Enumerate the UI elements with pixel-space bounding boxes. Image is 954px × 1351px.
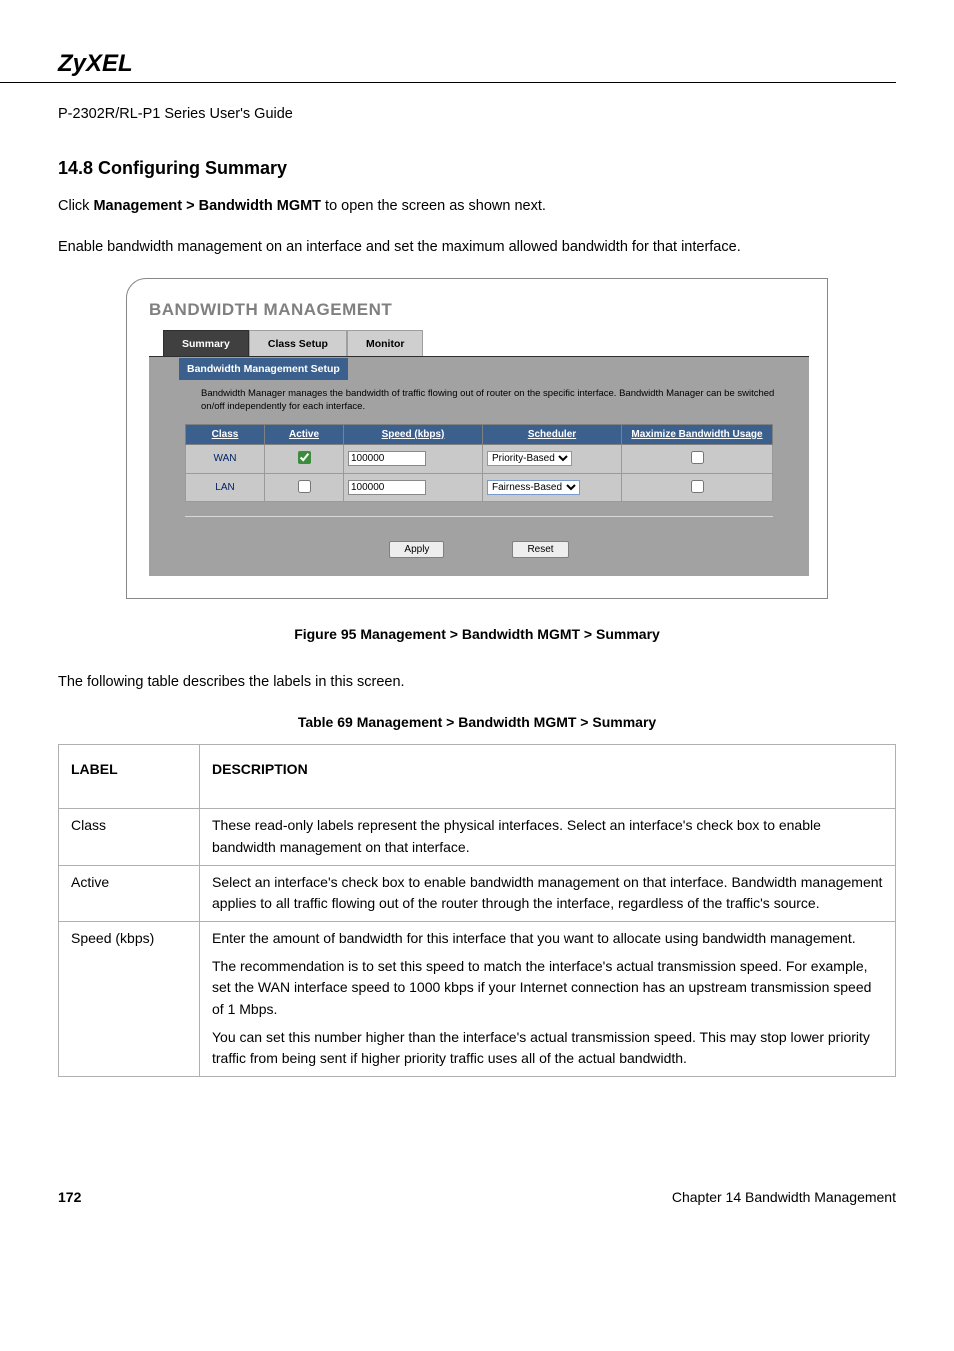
reset-button[interactable]: Reset xyxy=(512,541,568,558)
desc-value: Enter the amount of bandwidth for this i… xyxy=(200,922,896,1077)
tab-monitor[interactable]: Monitor xyxy=(347,330,424,356)
table-row: Class These read-only labels represent t… xyxy=(59,809,896,865)
desc-label: Active xyxy=(59,865,200,921)
chapter-label: Chapter 14 Bandwidth Management xyxy=(672,1187,896,1209)
panel-description: Bandwidth Manager manages the bandwidth … xyxy=(201,388,779,414)
scheduler-select-wan[interactable]: Priority-Based xyxy=(487,451,572,466)
table-caption: Table 69 Management > Bandwidth MGMT > S… xyxy=(58,712,896,734)
table-row: WAN Priority-Based xyxy=(186,445,773,474)
page-title: BANDWIDTH MANAGEMENT xyxy=(149,297,809,323)
figure-caption: Figure 95 Management > Bandwidth MGMT > … xyxy=(58,624,896,646)
scheduler-cell: Fairness-Based xyxy=(483,473,622,502)
section-para-2: Enable bandwidth management on an interf… xyxy=(58,236,896,258)
settings-panel: Bandwidth Management Setup Bandwidth Man… xyxy=(149,356,809,576)
doc-title: P-2302R/RL-P1 Series User's Guide xyxy=(58,103,896,125)
text: Click xyxy=(58,198,93,214)
class-cell: LAN xyxy=(186,473,265,502)
active-checkbox-wan[interactable] xyxy=(298,451,311,464)
maximize-cell xyxy=(622,445,773,474)
text: You can set this number higher than the … xyxy=(212,1027,883,1070)
desc-header-label: LABEL xyxy=(59,744,200,809)
table-row: Speed (kbps) Enter the amount of bandwid… xyxy=(59,922,896,1077)
speed-cell xyxy=(344,445,483,474)
desc-header-description: DESCRIPTION xyxy=(200,744,896,809)
text: The recommendation is to set this speed … xyxy=(212,956,883,1021)
col-class: Class xyxy=(186,424,265,445)
scheduler-select-lan[interactable]: Fairness-Based xyxy=(487,480,580,495)
tab-summary[interactable]: Summary xyxy=(163,330,249,356)
description-table: LABEL DESCRIPTION Class These read-only … xyxy=(58,744,896,1078)
desc-label: Class xyxy=(59,809,200,865)
screenshot: BANDWIDTH MANAGEMENT Summary Class Setup… xyxy=(126,278,828,598)
speed-cell xyxy=(344,473,483,502)
maximize-cell xyxy=(622,473,773,502)
table-intro-para: The following table describes the labels… xyxy=(58,671,896,693)
desc-value: Select an interface's check box to enabl… xyxy=(200,865,896,921)
menu-path: Management > Bandwidth MGMT xyxy=(93,198,321,214)
text: to open the screen as shown next. xyxy=(321,198,546,214)
col-active: Active xyxy=(265,424,344,445)
panel-title: Bandwidth Management Setup xyxy=(179,358,348,380)
maximize-checkbox-lan[interactable] xyxy=(691,480,704,493)
maximize-checkbox-wan[interactable] xyxy=(691,451,704,464)
section-para-1: Click Management > Bandwidth MGMT to ope… xyxy=(58,195,896,217)
active-checkbox-lan[interactable] xyxy=(298,480,311,493)
brand-logo: ZyXEL xyxy=(0,0,896,83)
speed-input-wan[interactable] xyxy=(348,451,426,466)
active-cell xyxy=(265,445,344,474)
text: Enter the amount of bandwidth for this i… xyxy=(212,928,883,950)
speed-input-lan[interactable] xyxy=(348,480,426,495)
page-footer: 172 Chapter 14 Bandwidth Management xyxy=(58,1187,896,1209)
scheduler-cell: Priority-Based xyxy=(483,445,622,474)
class-cell: WAN xyxy=(186,445,265,474)
tab-class-setup[interactable]: Class Setup xyxy=(249,330,347,356)
section-heading: 14.8 Configuring Summary xyxy=(58,155,896,183)
active-cell xyxy=(265,473,344,502)
desc-value: These read-only labels represent the phy… xyxy=(200,809,896,865)
tab-bar: Summary Class Setup Monitor xyxy=(163,330,809,356)
col-scheduler: Scheduler xyxy=(483,424,622,445)
desc-label: Speed (kbps) xyxy=(59,922,200,1077)
table-row: Active Select an interface's check box t… xyxy=(59,865,896,921)
bandwidth-table: Class Active Speed (kbps) Scheduler Maxi… xyxy=(185,424,773,503)
page-number: 172 xyxy=(58,1187,81,1209)
col-maximize: Maximize Bandwidth Usage xyxy=(622,424,773,445)
col-speed: Speed (kbps) xyxy=(344,424,483,445)
button-row: Apply Reset xyxy=(185,516,773,559)
apply-button[interactable]: Apply xyxy=(389,541,444,558)
table-row: LAN Fairness-Based xyxy=(186,473,773,502)
